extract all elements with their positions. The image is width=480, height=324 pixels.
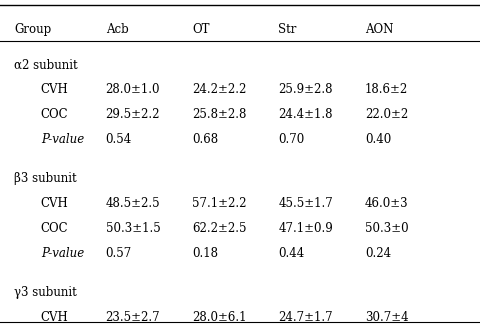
Text: CVH: CVH — [41, 197, 69, 210]
Text: 46.0±3: 46.0±3 — [365, 197, 408, 210]
Text: 22.0±2: 22.0±2 — [365, 108, 408, 122]
Text: 0.40: 0.40 — [365, 133, 391, 146]
Text: 24.2±2.2: 24.2±2.2 — [192, 83, 246, 97]
Text: COC: COC — [41, 108, 69, 122]
Text: 24.4±1.8: 24.4±1.8 — [278, 108, 333, 122]
Text: P-value: P-value — [41, 247, 84, 260]
Text: 48.5±2.5: 48.5±2.5 — [106, 197, 160, 210]
Text: 30.7±4: 30.7±4 — [365, 311, 408, 324]
Text: 0.44: 0.44 — [278, 247, 305, 260]
Text: OT: OT — [192, 23, 209, 36]
Text: 0.68: 0.68 — [192, 133, 218, 146]
Text: CVH: CVH — [41, 311, 69, 324]
Text: β3 subunit: β3 subunit — [14, 172, 77, 185]
Text: 0.18: 0.18 — [192, 247, 218, 260]
Text: 28.0±6.1: 28.0±6.1 — [192, 311, 247, 324]
Text: 29.5±2.2: 29.5±2.2 — [106, 108, 160, 122]
Text: 47.1±0.9: 47.1±0.9 — [278, 222, 333, 235]
Text: Group: Group — [14, 23, 52, 36]
Text: 50.3±1.5: 50.3±1.5 — [106, 222, 160, 235]
Text: α2 subunit: α2 subunit — [14, 58, 78, 72]
Text: 62.2±2.5: 62.2±2.5 — [192, 222, 247, 235]
Text: 24.7±1.7: 24.7±1.7 — [278, 311, 333, 324]
Text: AON: AON — [365, 23, 393, 36]
Text: 0.70: 0.70 — [278, 133, 305, 146]
Text: 0.54: 0.54 — [106, 133, 132, 146]
Text: 23.5±2.7: 23.5±2.7 — [106, 311, 160, 324]
Text: Str: Str — [278, 23, 297, 36]
Text: 50.3±0: 50.3±0 — [365, 222, 408, 235]
Text: Acb: Acb — [106, 23, 128, 36]
Text: P-value: P-value — [41, 133, 84, 146]
Text: CVH: CVH — [41, 83, 69, 97]
Text: 57.1±2.2: 57.1±2.2 — [192, 197, 247, 210]
Text: 25.9±2.8: 25.9±2.8 — [278, 83, 333, 97]
Text: γ3 subunit: γ3 subunit — [14, 286, 77, 299]
Text: 28.0±1.0: 28.0±1.0 — [106, 83, 160, 97]
Text: COC: COC — [41, 222, 69, 235]
Text: 0.24: 0.24 — [365, 247, 391, 260]
Text: 45.5±1.7: 45.5±1.7 — [278, 197, 333, 210]
Text: 18.6±2: 18.6±2 — [365, 83, 408, 97]
Text: 25.8±2.8: 25.8±2.8 — [192, 108, 246, 122]
Text: 0.57: 0.57 — [106, 247, 132, 260]
